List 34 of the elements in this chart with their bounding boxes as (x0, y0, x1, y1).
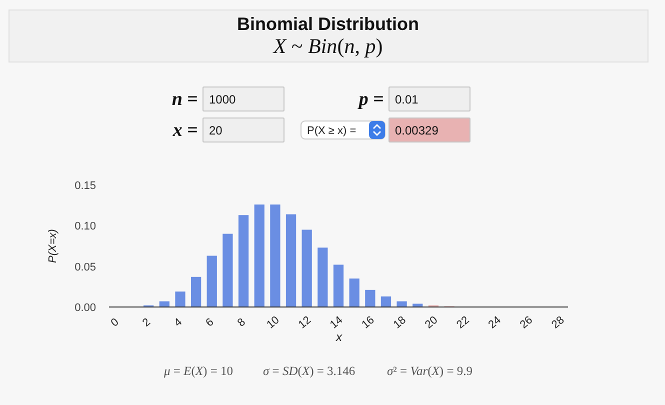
x-tick-label: 8 (235, 316, 248, 330)
x-tick-label: 10 (264, 314, 282, 332)
y-tick-label: 0.00 (74, 302, 96, 314)
x-tick-label: 28 (550, 314, 567, 332)
x-tick-label: 6 (204, 316, 216, 330)
text: σ = SD(X) = 3.146 (263, 364, 356, 378)
text: 1000 (209, 92, 236, 106)
x-tick-label: 16 (360, 314, 377, 332)
x-tick-label: 24 (486, 314, 504, 332)
y-tick-label: 0.10 (74, 220, 96, 233)
text: 0.00329 (395, 124, 439, 138)
text: 20 (209, 124, 223, 138)
x-axis-title: x (335, 330, 343, 344)
text: σ² = Var(X) = 9.9 (387, 364, 473, 378)
text: p = (356, 89, 384, 110)
text: n = (172, 89, 198, 110)
x-tick-label: 4 (172, 316, 184, 330)
text: P(X ≥ x) = (307, 125, 356, 137)
x-tick-label: 22 (454, 314, 472, 332)
x-tick-label: 18 (391, 314, 408, 332)
x-tick-label: 12 (296, 314, 314, 332)
x-tick-label: 0 (108, 316, 122, 330)
chart-title: Binomial Distribution (237, 14, 419, 34)
x-tick-label: 2 (140, 316, 153, 330)
text: 0.01 (395, 92, 419, 106)
text: μ = E(X) = 10 (163, 364, 234, 378)
x-tick-label: 20 (422, 314, 440, 332)
chart-subtitle: X ~ Bin(n, p) (272, 34, 383, 58)
y-tick-label: 0.15 (74, 180, 96, 192)
y-axis-title: P(X=x) (47, 228, 59, 263)
y-tick-label: 0.05 (74, 261, 96, 274)
text: x = (172, 120, 198, 141)
x-tick-label: 14 (328, 314, 346, 332)
x-tick-label: 26 (518, 314, 536, 332)
